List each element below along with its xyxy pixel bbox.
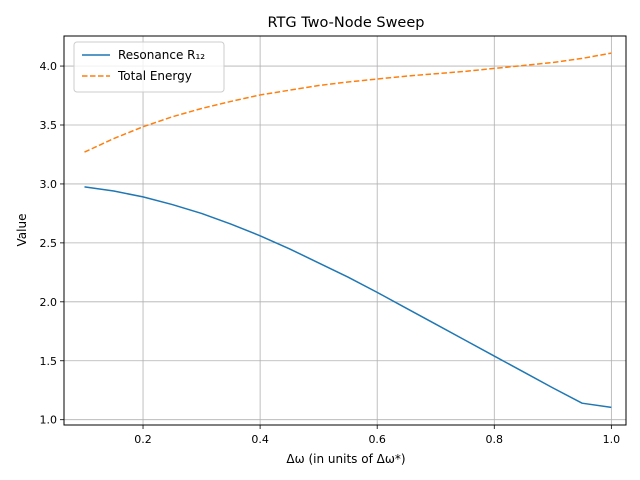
legend-label: Resonance R₁₂ — [118, 48, 205, 62]
y-tick-label: 1.5 — [40, 355, 58, 368]
x-tick-label: 0.4 — [251, 433, 269, 446]
chart-title: RTG Two-Node Sweep — [268, 15, 425, 31]
axis-ticks: 0.2 0.4 0.6 0.8 1.0 1.0 1.5 2.0 2.5 3.0 3.5 4.0 — [40, 60, 621, 446]
x-tick-label: 0.2 — [134, 433, 152, 446]
y-tick-label: 4.0 — [40, 60, 58, 73]
series-line-total-energy — [84, 52, 612, 153]
y-tick-label: 2.0 — [40, 296, 58, 309]
x-tick-label: 0.6 — [368, 433, 386, 446]
legend: Resonance R₁₂ Total Energy — [73, 41, 225, 93]
plot-frame — [63, 35, 627, 426]
x-tick-label: 0.8 — [486, 433, 504, 446]
grid — [64, 36, 626, 425]
series-layer — [84, 52, 612, 409]
y-tick-label: 2.5 — [40, 237, 58, 250]
y-tick-label: 1.0 — [40, 414, 58, 427]
legend-label: Total Energy — [117, 69, 192, 83]
y-axis-label: Value — [15, 214, 29, 247]
legend-box — [73, 41, 225, 93]
y-tick-label: 3.5 — [40, 119, 58, 132]
x-axis-label: Δω (in units of Δω*) — [286, 452, 405, 466]
x-tick-label: 1.0 — [603, 433, 621, 446]
y-tick-label: 3.0 — [40, 178, 58, 191]
series-line-resonance — [84, 186, 612, 409]
